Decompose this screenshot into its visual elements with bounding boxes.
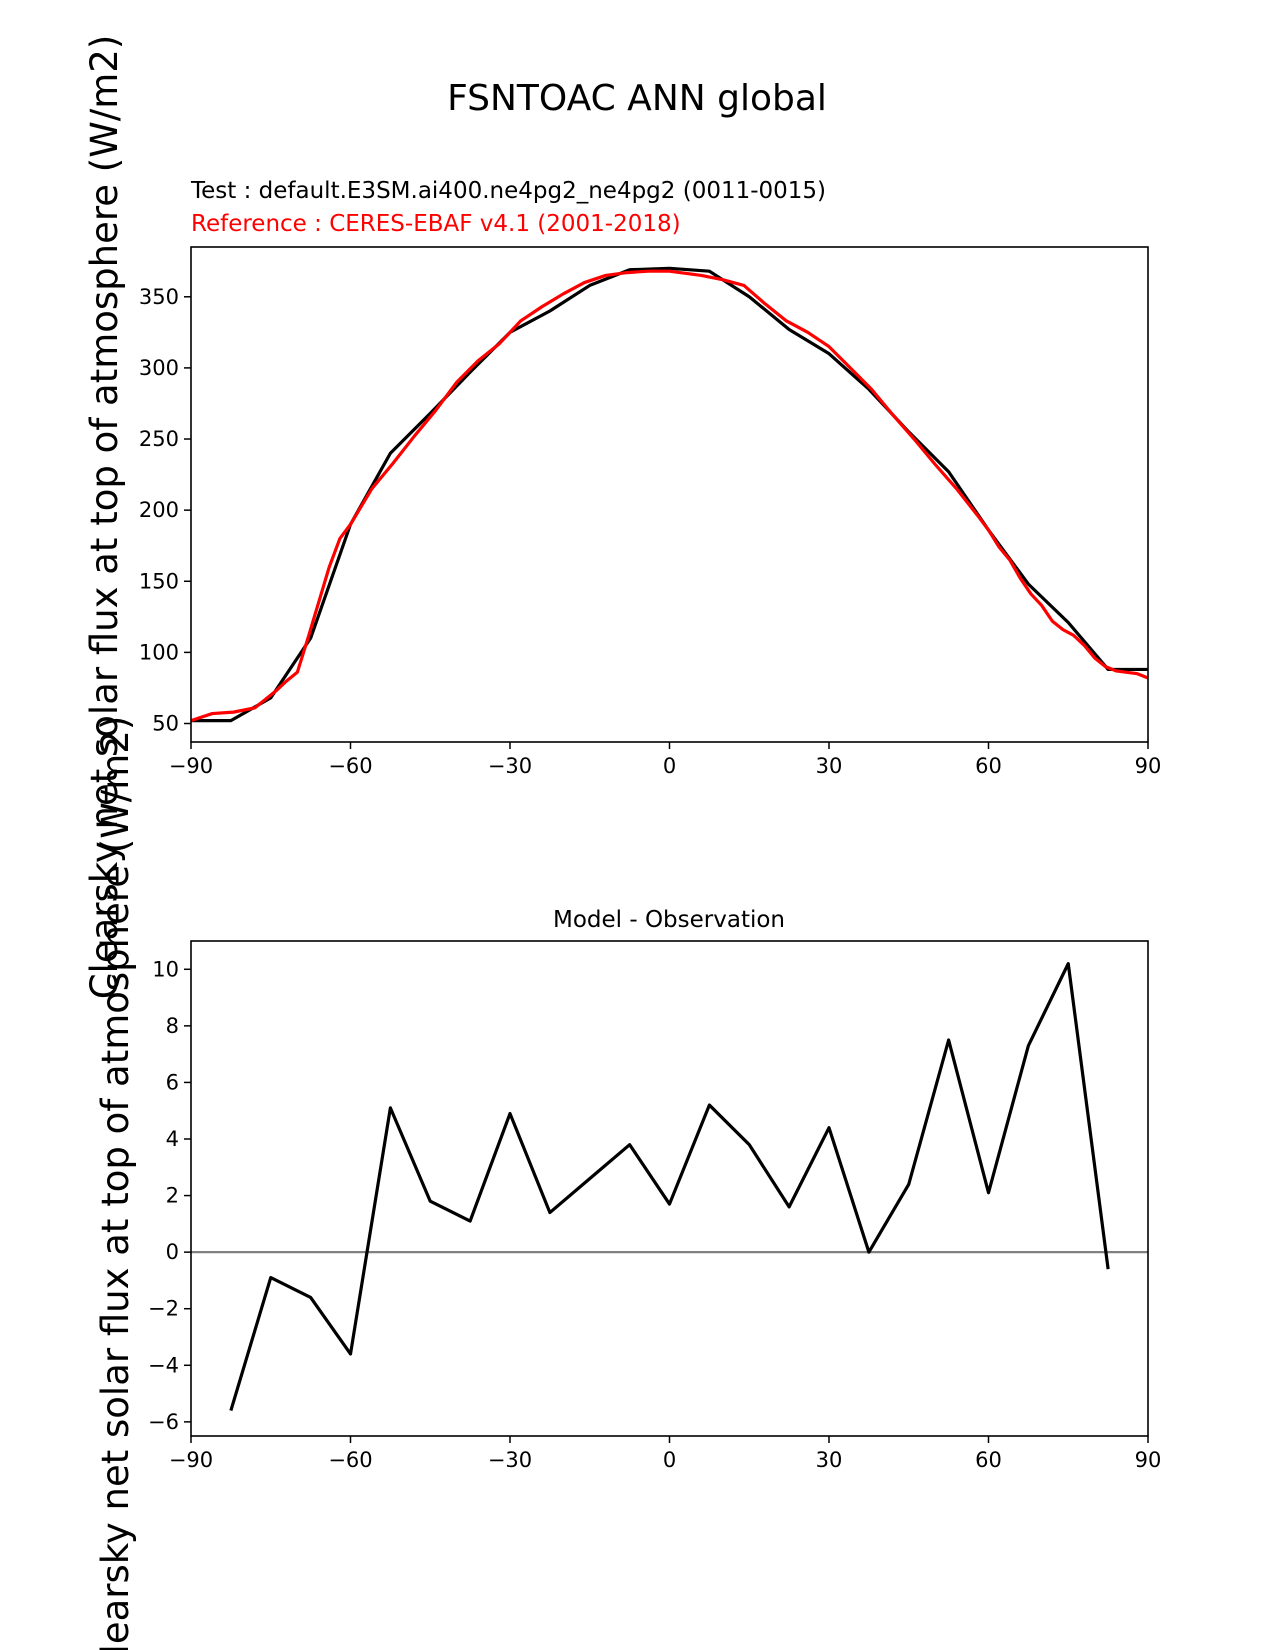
diff-title: Model - Observation (553, 907, 785, 933)
top-panel: Test : default.E3SM.ai400.ne4pg2_ne4pg2 … (139, 178, 1161, 778)
y-axis-label-bottom: Clearsky net solar flux at top of atmosp… (94, 716, 137, 1650)
reference-label: Reference : CERES-EBAF v4.1 (2001-2018) (191, 211, 681, 237)
bottom-panel: Model - Observation −90 −60 −30 0 30 60 90−6−4… (148, 907, 1161, 1472)
bottom-ytick-label: 8 (166, 1014, 179, 1038)
top-plot-frame (190, 246, 1149, 743)
bottom-ytick-label: −4 (148, 1353, 179, 1377)
bottom-ytick-label: 6 (166, 1070, 179, 1094)
top-ytick-label: 200 (139, 498, 179, 522)
bottom-xtick-label: 90 (1135, 1448, 1162, 1472)
bottom-ytick-label: 10 (152, 957, 179, 981)
bottom-ytick-label: −6 (148, 1410, 179, 1434)
top-series-reference-line (190, 269, 1149, 723)
top-xtick-label: −90 (169, 754, 213, 778)
bottom-xtick-label: 60 (975, 1448, 1002, 1472)
bottom-series-group (191, 962, 1148, 1411)
top-series-group (190, 266, 1149, 723)
bottom-ytick-label: 4 (166, 1127, 179, 1151)
bottom-xtick-label: −60 (328, 1448, 372, 1472)
bottom-series-test-line (229, 962, 1110, 1411)
top-ytick-label: 50 (152, 712, 179, 736)
top-xtick-label: 0 (663, 754, 676, 778)
top-ytick-label: 250 (139, 427, 179, 451)
bottom-ytick-label: 0 (166, 1240, 179, 1264)
y-axis-label-top: Clearsky net solar flux at top of atmosp… (83, 35, 126, 1000)
top-xtick-label: 60 (975, 754, 1002, 778)
top-ytick-label: 350 (139, 285, 179, 309)
test-label: Test : default.E3SM.ai400.ne4pg2_ne4pg2 … (190, 178, 826, 204)
top-tick-group: −90 −60 −30 0 30 60 90 50 100 150 200 250 300 350 (139, 285, 1161, 778)
top-xtick-label: −30 (488, 754, 532, 778)
bottom-xtick-label: 0 (663, 1448, 676, 1472)
figure-title: FSNTOAC ANN global (447, 78, 827, 119)
top-series-test-line (191, 266, 1148, 723)
top-ytick-label: 150 (139, 569, 179, 593)
top-xtick-label: 30 (816, 754, 843, 778)
bottom-xtick-label: −90 (169, 1448, 213, 1472)
bottom-tick-group: −90 −60 −30 0 30 60 90 −6 −4 −2 0 2 4 6 8 10 (148, 957, 1161, 1472)
top-ytick-label: 300 (139, 356, 179, 380)
bottom-ytick-label: 2 (166, 1184, 179, 1208)
bottom-ytick-label: −2 (148, 1297, 179, 1321)
top-xtick-label: 90 (1135, 754, 1162, 778)
top-xtick-label: −60 (328, 754, 372, 778)
bottom-xtick-label: 30 (816, 1448, 843, 1472)
top-ytick-label: 100 (139, 640, 179, 664)
bottom-xtick-label: −30 (488, 1448, 532, 1472)
bottom-plot-frame (190, 940, 1149, 1437)
